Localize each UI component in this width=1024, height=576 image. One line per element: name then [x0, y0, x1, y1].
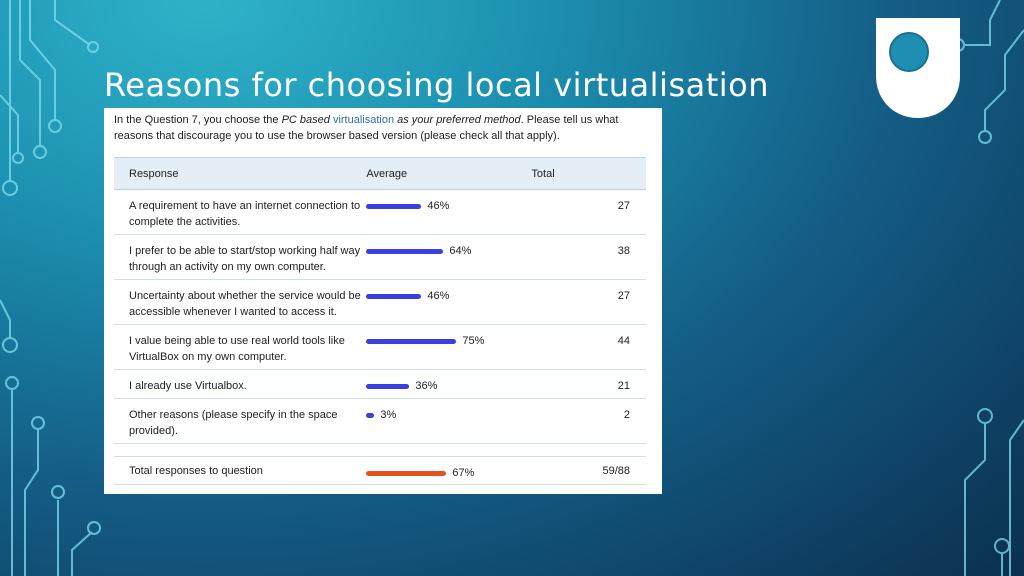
row-average: 46% [427, 200, 450, 212]
average-bar: 36% [366, 380, 531, 392]
table-row: I already use Virtualbox. 36% 21 [114, 369, 646, 399]
row-total: 2 [531, 398, 646, 444]
header-total: Total [531, 157, 646, 190]
question-emph2: as your preferred method [394, 114, 521, 126]
row-average: 46% [427, 290, 450, 302]
row-response: I value being able to use real world too… [114, 324, 367, 370]
question-part1: In the Question 7, you choose the [114, 114, 282, 126]
row-response: I already use Virtualbox. [114, 369, 367, 399]
row-total: 44 [531, 324, 646, 370]
table-row: A requirement to have an internet connec… [114, 189, 646, 235]
row-response: Other reasons (please specify in the spa… [114, 398, 367, 444]
slide-title: Reasons for choosing local virtualisatio… [104, 66, 770, 104]
row-total: 27 [531, 189, 646, 235]
row-average: 3% [380, 409, 397, 421]
total-response: Total responses to question [114, 456, 367, 485]
bar-fill [366, 203, 422, 209]
open-university-logo-icon [876, 18, 960, 118]
question-text: In the Question 7, you choose the PC bas… [114, 112, 654, 144]
header-response: Response [114, 157, 367, 190]
total-average: 67% [452, 467, 475, 479]
bar-fill [366, 338, 457, 344]
spacer-row [114, 444, 646, 457]
average-bar: 64% [366, 245, 531, 257]
average-bar: 46% [366, 200, 531, 212]
bar-fill [366, 383, 410, 389]
response-table: Response Average Total A requirement to … [114, 157, 646, 485]
bar-fill [366, 293, 422, 299]
row-total: 38 [531, 234, 646, 280]
row-response: I prefer to be able to start/stop workin… [114, 234, 367, 280]
question-emph1: PC based [281, 114, 333, 126]
bar-fill [366, 412, 375, 418]
bar-fill [366, 248, 444, 254]
average-bar: 3% [366, 409, 531, 421]
average-bar: 46% [366, 290, 531, 302]
question-part2: . Please tell us what reasons that disco… [114, 114, 619, 142]
total-row: Total responses to question 67% 59/88 [114, 456, 646, 485]
row-response: A requirement to have an internet connec… [114, 189, 367, 235]
virtualisation-link[interactable]: virtualisation [332, 114, 395, 126]
row-average: 64% [449, 245, 472, 257]
average-bar: 75% [366, 335, 531, 347]
survey-panel: In the Question 7, you choose the PC bas… [104, 108, 662, 494]
row-average: 75% [462, 335, 485, 347]
row-total: 21 [531, 369, 646, 399]
table-row: Uncertainty about whether the service wo… [114, 279, 646, 325]
header-average: Average [366, 157, 532, 190]
table-row: I prefer to be able to start/stop workin… [114, 234, 646, 280]
total-average-bar: 67% [366, 467, 531, 479]
table-row: I value being able to use real world too… [114, 324, 646, 370]
row-average: 36% [415, 380, 438, 392]
row-total: 27 [531, 279, 646, 325]
total-bar-fill [366, 470, 447, 476]
row-response: Uncertainty about whether the service wo… [114, 279, 367, 325]
total-count: 59/88 [531, 456, 646, 485]
table-header: Response Average Total [114, 157, 646, 190]
table-row: Other reasons (please specify in the spa… [114, 398, 646, 444]
